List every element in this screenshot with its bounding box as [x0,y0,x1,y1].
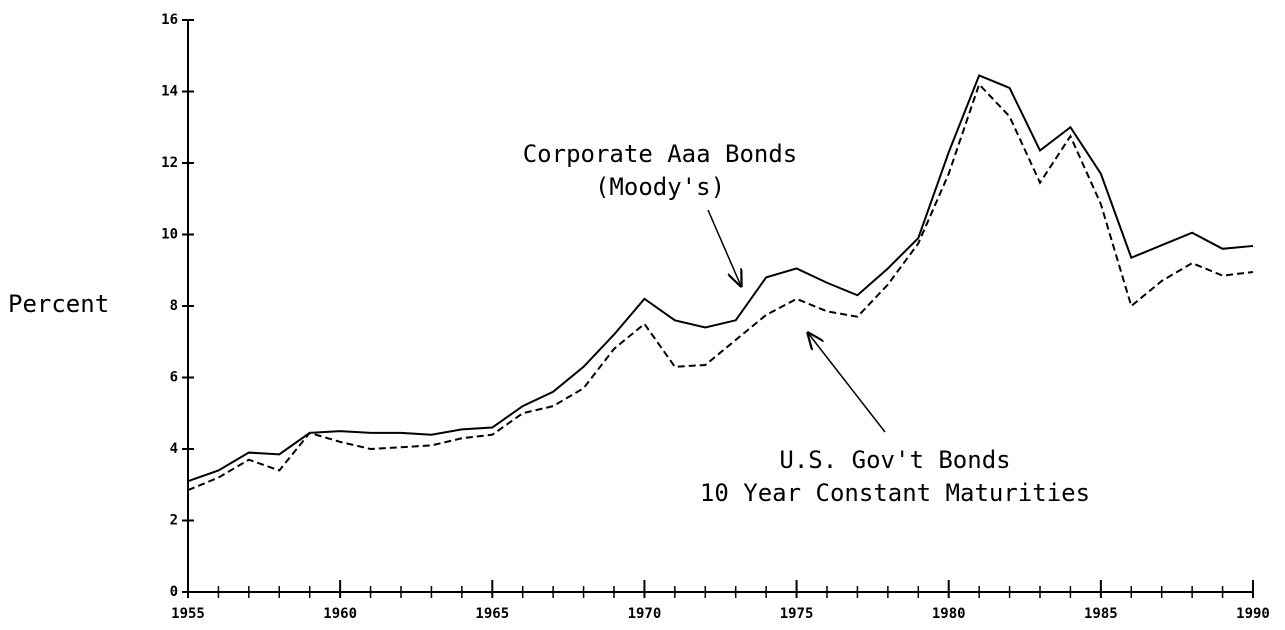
x-tick-label: 1980 [932,606,966,622]
annotation: (Moody's) [595,173,725,201]
annotation: U.S. Gov't Bonds [779,446,1010,474]
y-tick-label: 14 [161,84,178,100]
annotation-arrow [808,333,886,433]
y-tick-label: 2 [170,513,178,529]
x-tick-label: 1970 [628,606,662,622]
y-tick-label: 16 [161,12,178,28]
y-tick-label: 12 [161,155,178,171]
data-line [187,74,1254,483]
y-tick-label: 0 [170,584,178,600]
y-tick-label: 8 [170,298,178,314]
x-tick-label: 1990 [1236,606,1270,622]
y-axis-label: Percent [8,290,109,318]
data-line [187,82,1254,492]
y-tick-label: 4 [170,441,178,457]
x-tick-label: 1960 [323,606,357,622]
x-tick-label: 1965 [475,606,509,622]
annotation: 10 Year Constant Maturities [700,479,1090,507]
y-tick-label: 6 [170,370,178,386]
annotation-arrow [707,209,741,286]
x-tick-label: 1985 [1084,606,1118,622]
y-tick-label: 10 [161,227,178,243]
x-tick-label: 1975 [780,606,814,622]
x-tick-label: 1955 [171,606,205,622]
annotation: Corporate Aaa Bonds [523,140,798,168]
